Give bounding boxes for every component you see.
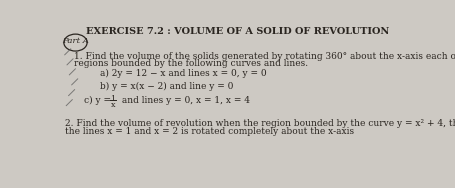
- Text: c) y =: c) y =: [84, 96, 114, 105]
- Text: Part A: Part A: [62, 37, 89, 45]
- Text: regions bounded by the following curves and lines.: regions bounded by the following curves …: [74, 59, 308, 68]
- Text: and lines y = 0, x = 1, x = 4: and lines y = 0, x = 1, x = 4: [119, 96, 250, 105]
- Text: a) 2y = 12 − x and lines x = 0, y = 0: a) 2y = 12 − x and lines x = 0, y = 0: [100, 69, 266, 78]
- Text: EXERCISE 7.2 : VOLUME OF A SOLID OF REVOLUTION: EXERCISE 7.2 : VOLUME OF A SOLID OF REVO…: [86, 27, 389, 36]
- Text: 1. Find the volume of the solids generated by rotating 360° about the x-axis eac: 1. Find the volume of the solids generat…: [74, 52, 455, 61]
- Text: 2. Find the volume of revolution when the region bounded by the curve y = x² + 4: 2. Find the volume of revolution when th…: [65, 119, 455, 128]
- Text: the lines x = 1 and x = 2 is rotated completely about the x-axis: the lines x = 1 and x = 2 is rotated com…: [65, 127, 354, 136]
- Text: 1: 1: [110, 95, 115, 103]
- Text: b) y = x(x − 2) and line y = 0: b) y = x(x − 2) and line y = 0: [100, 82, 233, 91]
- Text: x: x: [111, 101, 115, 109]
